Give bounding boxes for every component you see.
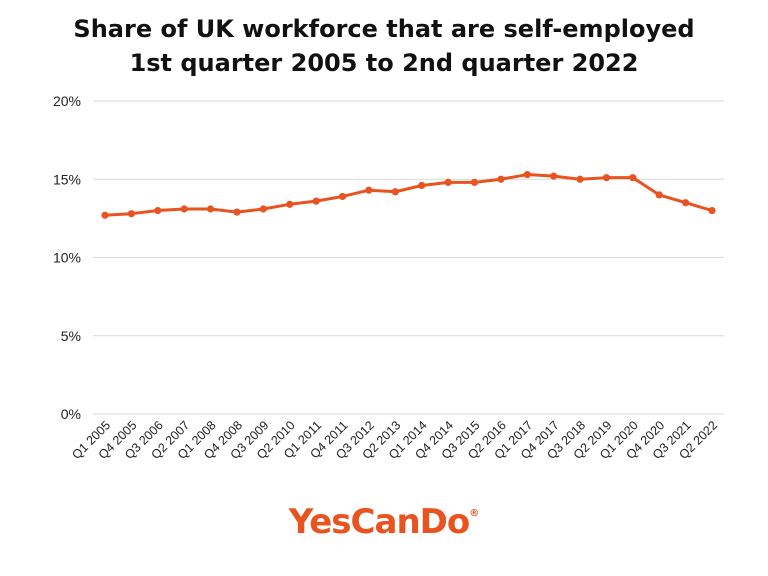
data-point bbox=[444, 178, 452, 186]
yescando-logo: YesCanDo® bbox=[0, 502, 768, 542]
registered-mark: ® bbox=[469, 508, 480, 519]
data-point bbox=[470, 178, 479, 186]
data-point bbox=[338, 192, 347, 201]
data-point bbox=[550, 172, 558, 180]
data-point bbox=[180, 205, 188, 213]
data-point bbox=[206, 205, 215, 213]
data-point bbox=[655, 191, 663, 199]
data-point bbox=[708, 206, 716, 215]
data-point bbox=[523, 170, 531, 179]
y-tick-label: 10% bbox=[53, 250, 81, 266]
data-point bbox=[497, 175, 505, 183]
data-point bbox=[682, 199, 690, 207]
chart-title-line-1: Share of UK workforce that are self-empl… bbox=[73, 15, 695, 43]
brand-name: YesCanDo bbox=[288, 502, 470, 542]
data-point bbox=[154, 206, 162, 215]
data-point bbox=[233, 208, 241, 216]
data-point bbox=[602, 174, 611, 182]
gridlines bbox=[93, 100, 724, 415]
data-point bbox=[259, 205, 267, 213]
y-tick-label: 5% bbox=[61, 328, 81, 344]
data-point bbox=[576, 175, 584, 183]
y-tick-label: 0% bbox=[61, 406, 81, 422]
data-point bbox=[101, 211, 109, 219]
data-point bbox=[312, 197, 320, 205]
chart-title-line-2: 1st quarter 2005 to 2nd quarter 2022 bbox=[129, 49, 639, 77]
y-tick-label: 15% bbox=[53, 171, 81, 187]
data-point bbox=[365, 186, 373, 194]
series-self-employed-share bbox=[101, 170, 716, 219]
data-point bbox=[629, 174, 637, 182]
y-tick-label: 20% bbox=[53, 93, 81, 109]
series-line bbox=[104, 173, 713, 217]
data-point bbox=[418, 181, 426, 190]
chart-title: Share of UK workforce that are self-empl… bbox=[0, 12, 768, 80]
data-point bbox=[286, 200, 294, 208]
data-point bbox=[127, 210, 135, 218]
y-axis-ticks: 0% 5% 10% 15% 20% bbox=[53, 93, 81, 422]
data-point bbox=[391, 188, 399, 196]
